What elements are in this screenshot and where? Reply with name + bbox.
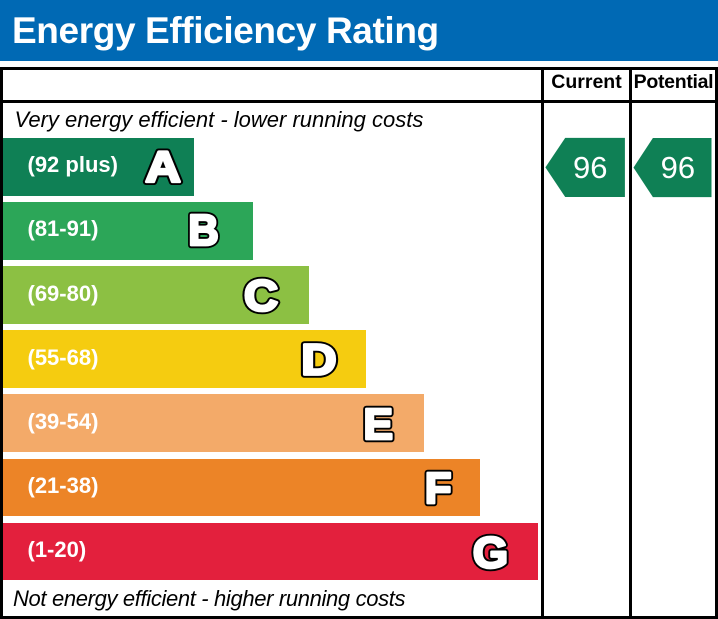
svg-text:A: A [145,142,181,191]
svg-text:G: G [473,529,508,577]
svg-text:96: 96 [573,150,607,185]
svg-text:B: B [188,206,218,255]
svg-text:D: D [301,335,336,384]
svg-text:C: C [244,271,278,320]
svg-text:96: 96 [661,150,695,185]
svg-text:G: G [473,529,508,577]
svg-text:C: C [244,271,278,320]
svg-text:F: F [425,464,452,513]
svg-text:A: A [145,142,181,191]
svg-text:D: D [301,335,336,384]
svg-text:E: E [363,400,392,449]
svg-text:F: F [425,464,452,513]
svg-text:B: B [188,206,218,255]
svg-text:E: E [363,400,392,449]
